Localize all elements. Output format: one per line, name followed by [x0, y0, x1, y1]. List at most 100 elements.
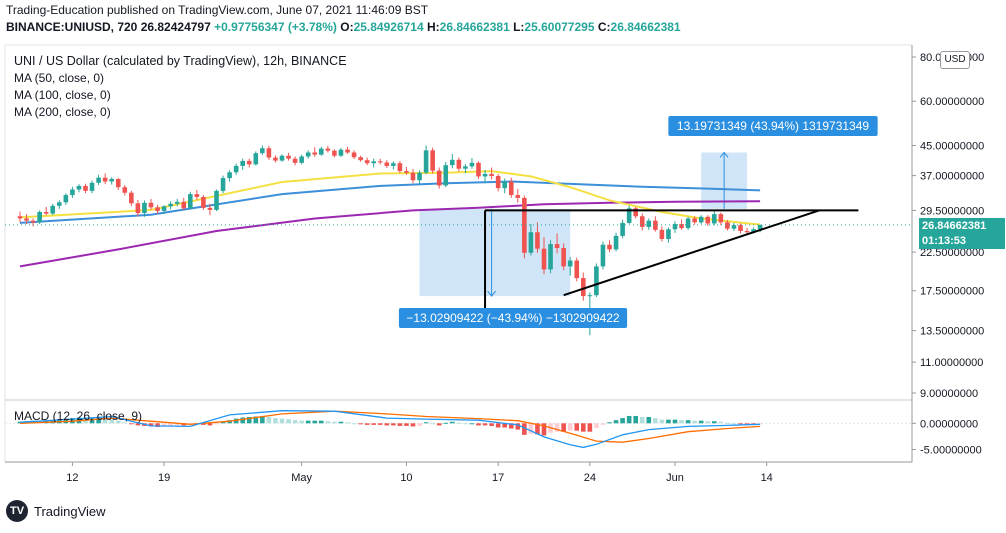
macd-histogram-bar: [574, 423, 580, 431]
macd-histogram-bar: [653, 418, 658, 424]
macd-histogram-bar: [201, 423, 206, 425]
macd-histogram-bar: [613, 420, 619, 424]
macd-histogram-bar: [600, 423, 606, 425]
macd-line: [19, 410, 761, 449]
candle-body: [639, 216, 645, 227]
macd-histogram-bar: [554, 423, 560, 432]
price-tick-label: 17.50000000: [920, 286, 984, 298]
macd-histogram-bar: [738, 423, 743, 425]
macd-histogram-bar: [220, 421, 226, 424]
low-value: 25.60077295: [524, 20, 595, 34]
macd-histogram-bar: [672, 419, 678, 424]
tradingview-logo-icon: TV: [6, 500, 28, 522]
ma50-legend: MA (50, close, 0): [14, 71, 105, 85]
candle-body: [613, 235, 619, 250]
candle-body: [574, 260, 580, 279]
macd-histogram-bar: [377, 423, 383, 425]
candle-body: [581, 278, 586, 297]
macd-histogram-bar: [502, 423, 507, 428]
candle-body: [718, 214, 724, 223]
candle-body: [725, 222, 730, 229]
candle-body: [371, 161, 376, 164]
time-tick-label: 17: [492, 472, 504, 484]
candle-body: [76, 185, 82, 190]
macd-histogram-bar: [443, 422, 449, 424]
macd-signal-line: [19, 410, 761, 443]
candle-body: [50, 205, 56, 214]
candle-body: [312, 152, 318, 155]
ma200-line: [19, 200, 761, 268]
candle-body: [600, 244, 606, 267]
candle-body: [142, 202, 147, 214]
candle-body: [96, 177, 101, 183]
candle-body: [404, 171, 409, 173]
open-value: 25.84926714: [353, 20, 424, 34]
macd-histogram-bar: [279, 418, 285, 424]
macd-legend: MACD (12, 26, close, 9): [14, 409, 143, 423]
candle-body: [227, 172, 232, 179]
macd-histogram-bar: [515, 423, 521, 430]
macd-histogram-bar: [404, 423, 409, 426]
macd-histogram-bar: [528, 423, 534, 434]
macd-histogram-bar: [725, 422, 730, 424]
price-tick-label: 11.00000000: [920, 357, 983, 369]
macd-histogram-bar: [482, 423, 488, 426]
candle-body: [345, 149, 350, 153]
macd-histogram-bar: [561, 423, 566, 432]
time-tick-label: Jun: [666, 472, 684, 484]
macd-histogram-bar: [135, 423, 141, 426]
candle-body: [299, 156, 304, 163]
candle-body: [109, 178, 114, 182]
macd-histogram-bar: [371, 423, 376, 425]
price-change: +0.97756347 (+3.78%): [214, 20, 337, 34]
candle-body: [148, 202, 154, 208]
macd-histogram-bar: [581, 423, 586, 432]
macd-histogram-bar: [17, 421, 23, 424]
macd-histogram-bar: [384, 423, 390, 426]
tradingview-logo[interactable]: TV TradingView: [6, 500, 106, 522]
candle-body: [17, 216, 23, 219]
macd-histogram-bar: [541, 423, 547, 436]
candle-body: [305, 152, 311, 157]
candle-body: [469, 162, 475, 167]
candle-body: [626, 208, 632, 223]
close-value: 26.84662381: [610, 20, 681, 34]
price-tick-label: 37.00000000: [920, 171, 984, 183]
macd-histogram-bar: [417, 423, 422, 426]
macd-histogram-bar: [89, 418, 95, 424]
publish-info: Trading-Education published on TradingVi…: [6, 3, 429, 17]
candle-body: [456, 159, 462, 169]
candle-body: [436, 170, 442, 186]
candle-body: [692, 218, 697, 223]
candle-body: [541, 248, 547, 270]
macd-histogram-bar: [679, 420, 684, 424]
candle-body: [358, 157, 363, 161]
candle-body: [122, 187, 128, 193]
candle-body: [738, 225, 743, 232]
candle-body: [705, 216, 711, 224]
macd-tick-label: 0.00000000: [920, 418, 978, 430]
currency-button[interactable]: USD: [940, 51, 970, 69]
low-label: L:: [513, 20, 525, 34]
candle-body: [450, 159, 455, 166]
close-label: C:: [597, 20, 611, 34]
ma100-legend: MA (100, close, 0): [14, 88, 111, 102]
candle-body: [57, 202, 62, 206]
candle-body: [731, 225, 737, 229]
candle-body: [567, 260, 573, 267]
macd-histogram-bar: [397, 423, 403, 426]
candle-body: [391, 163, 396, 166]
candle-body: [233, 165, 239, 173]
candle-body: [508, 181, 514, 196]
last-price-tag: 26.84662381: [919, 218, 1005, 234]
price-tick-label: 45.00000000: [920, 140, 984, 152]
candle-body: [522, 197, 527, 253]
measure-up-label: 13.19731349 (43.94%) 1319731349: [677, 119, 869, 133]
candle-body: [384, 162, 390, 166]
candle-body: [698, 216, 704, 223]
measure-down-box: [419, 208, 571, 297]
candle-body: [443, 165, 449, 186]
macd-histogram-bar: [305, 420, 311, 424]
